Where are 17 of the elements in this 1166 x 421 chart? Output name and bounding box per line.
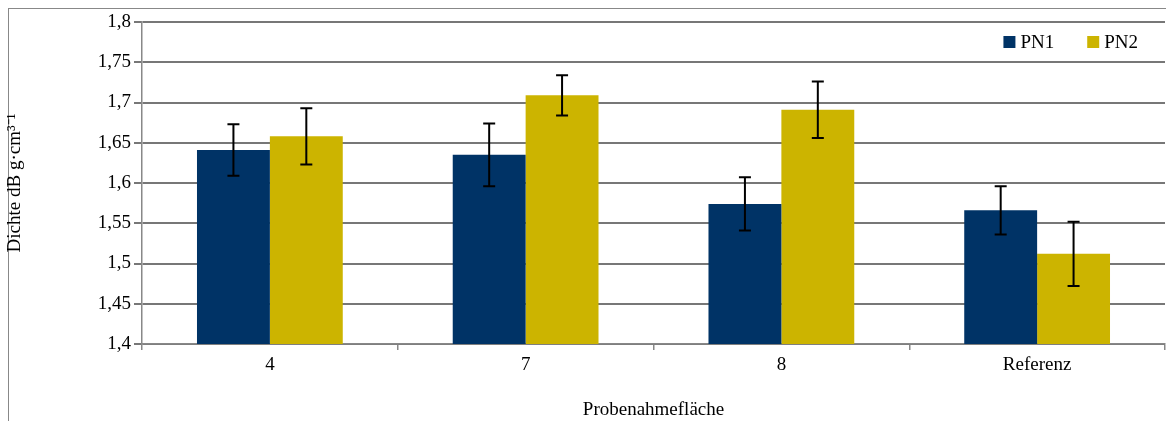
y-tick-label: 1,65 [97,130,131,152]
x-tick-label: Referenz [1002,353,1072,375]
y-axis-title: Dichte dB g·cm³⁻¹ [3,113,25,253]
x-tick-label: 8 [776,353,787,375]
y-tick-label: 1,6 [107,170,131,192]
y-tick-label: 1,4 [107,331,132,353]
legend-label: PN1 [1020,30,1055,52]
y-tick-label: 1,75 [97,50,131,72]
y-tick-label: 1,5 [107,251,131,273]
y-tick-label: 1,55 [97,211,131,233]
legend-label: PN2 [1104,30,1139,52]
x-tick-label: 4 [265,353,276,375]
y-tick-label: 1,8 [107,9,131,31]
x-tick-label: 7 [520,353,531,375]
x-axis-title: Probenahmefläche [582,397,725,419]
y-tick-label: 1,7 [107,90,131,112]
y-tick-label: 1,45 [97,291,131,313]
